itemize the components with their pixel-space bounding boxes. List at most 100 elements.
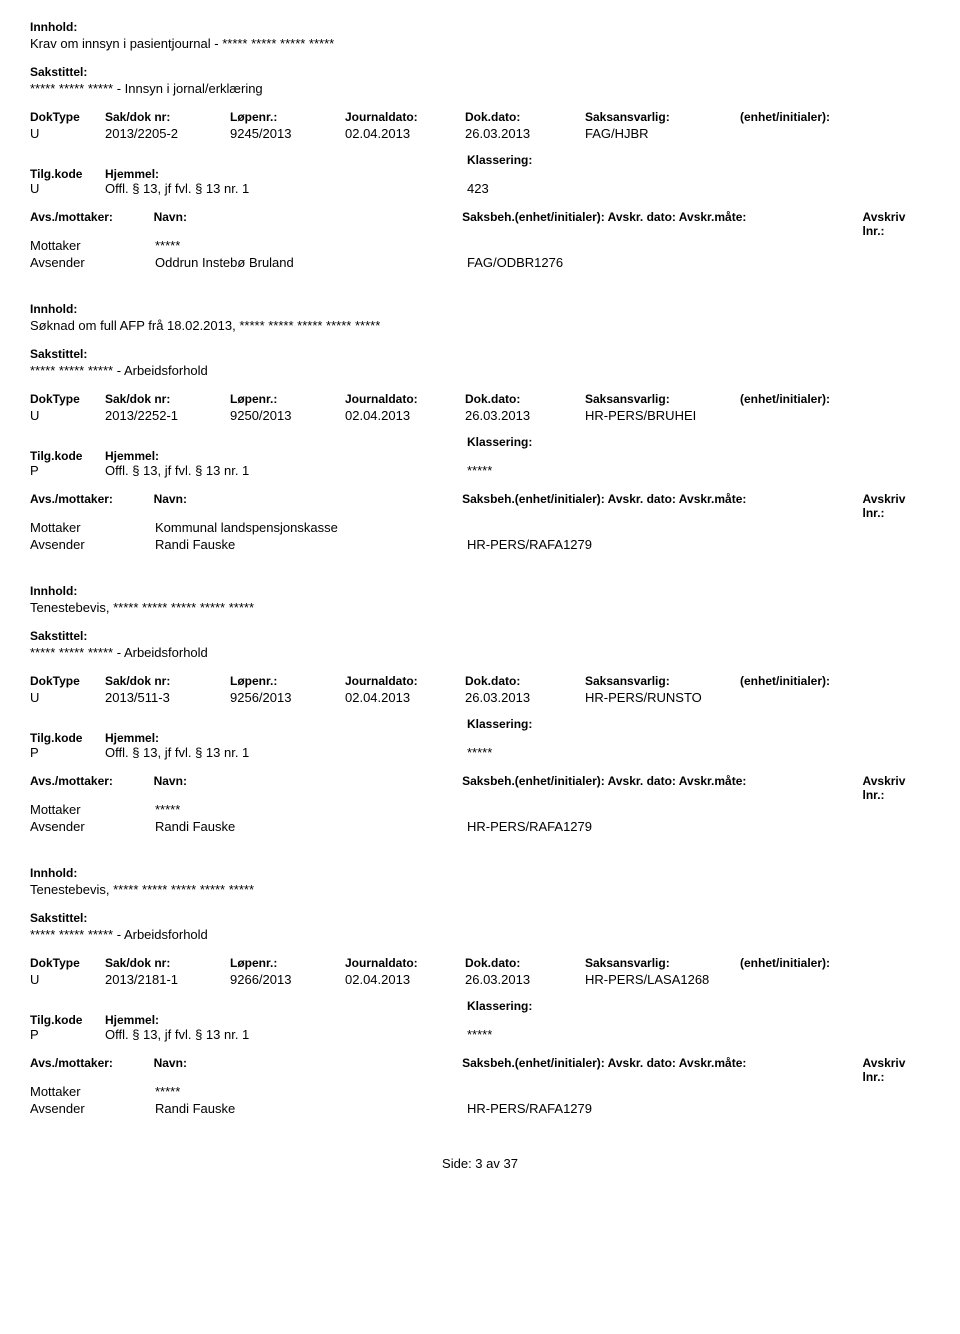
party-row: Mottaker ***** [30,238,930,253]
enhet-header: (enhet/initialer): [740,392,880,406]
sakstittel-label: Sakstittel: [30,347,930,361]
sakdok-value: 2013/2181-1 [105,972,230,987]
doktype-header: DokType [30,674,105,688]
tilgkode-value: P [30,745,105,760]
saksansvarlig-header: Saksansvarlig: [585,110,740,124]
tilg-data-row: U Offl. § 13, jf fvl. § 13 nr. 1 423 [30,181,930,196]
meta-data-row: U 2013/511-3 9256/2013 02.04.2013 26.03.… [30,690,930,705]
klassering-label: Klassering: [467,153,930,167]
doktype-header: DokType [30,392,105,406]
klassering-label: Klassering: [467,999,930,1013]
navn-label: Navn: [154,492,462,520]
hjemmel-value: Offl. § 13, jf fvl. § 13 nr. 1 [105,463,467,478]
saksansvarlig-header: Saksansvarlig: [585,392,740,406]
party-name: Randi Fauske [155,1101,467,1116]
meta-header-row: DokType Sak/dok nr: Løpenr.: Journaldato… [30,674,930,688]
saksbeh-label: Saksbeh.(enhet/initialer): Avskr. dato: … [462,774,862,802]
saksansvarlig-header: Saksansvarlig: [585,674,740,688]
tilgkode-label: Tilg.kode [30,449,105,463]
tilgkode-label: Tilg.kode [30,731,105,745]
sakdok-header: Sak/dok nr: [105,110,230,124]
party-ref: HR-PERS/RAFA1279 [467,819,592,834]
innhold-label: Innhold: [30,866,930,880]
klassering-value: 423 [467,181,489,196]
dokdato-value: 26.03.2013 [465,972,585,987]
hjemmel-label: Hjemmel: [105,167,467,181]
party-role: Avsender [30,1101,155,1116]
party-role: Avsender [30,255,155,270]
dokdato-header: Dok.dato: [465,110,585,124]
sakstittel-label: Sakstittel: [30,911,930,925]
party-row: Avsender Randi Fauske HR-PERS/RAFA1279 [30,1101,930,1116]
sakstittel-label: Sakstittel: [30,629,930,643]
party-ref: FAG/ODBR1276 [467,255,563,270]
party-role: Mottaker [30,520,155,535]
record: Innhold: Søknad om full AFP frå 18.02.20… [30,302,930,552]
tilg-header-row: Tilg.kode Hjemmel: [30,1013,930,1027]
saksbeh-label: Saksbeh.(enhet/initialer): Avskr. dato: … [462,1056,862,1084]
sakstittel-text: ***** ***** ***** - Arbeidsforhold [30,927,930,942]
tilg-data-row: P Offl. § 13, jf fvl. § 13 nr. 1 ***** [30,745,930,760]
sakstittel-text: ***** ***** ***** - Arbeidsforhold [30,363,930,378]
journaldato-value: 02.04.2013 [345,408,465,423]
party-ref: HR-PERS/RAFA1279 [467,1101,592,1116]
klassering-label: Klassering: [467,435,930,449]
sakdok-value: 2013/511-3 [105,690,230,705]
lopenr-header: Løpenr.: [230,956,345,970]
saksansvarlig-value: HR-PERS/LASA1268 [585,972,740,987]
dokdato-header: Dok.dato: [465,674,585,688]
sakdok-value: 2013/2252-1 [105,408,230,423]
hjemmel-label: Hjemmel: [105,731,467,745]
tilg-header-row: Tilg.kode Hjemmel: [30,731,930,745]
avskr-lnr-label: Avskriv lnr.: [863,774,931,802]
tilgkode-value: U [30,181,105,196]
party-name: Oddrun Instebø Bruland [155,255,467,270]
record: Innhold: Tenestebevis, ***** ***** *****… [30,584,930,834]
klassering-value: ***** [467,463,492,478]
journaldato-header: Journaldato: [345,110,465,124]
hjemmel-label: Hjemmel: [105,1013,467,1027]
sakstittel-text: ***** ***** ***** - Innsyn i jornal/erkl… [30,81,930,96]
innhold-text: Krav om innsyn i pasientjournal - ***** … [30,36,930,51]
avs-header-row: Avs./mottaker: Navn: Saksbeh.(enhet/init… [30,492,930,520]
innhold-label: Innhold: [30,302,930,316]
journaldato-value: 02.04.2013 [345,690,465,705]
hjemmel-label: Hjemmel: [105,449,467,463]
party-name: Kommunal landspensjonskasse [155,520,467,535]
saksansvarlig-value: FAG/HJBR [585,126,740,141]
party-role: Avsender [30,819,155,834]
meta-data-row: U 2013/2181-1 9266/2013 02.04.2013 26.03… [30,972,930,987]
party-role: Mottaker [30,238,155,253]
avsmottaker-label: Avs./mottaker: [30,1056,154,1084]
enhet-header: (enhet/initialer): [740,674,880,688]
records-container: Innhold: Krav om innsyn i pasientjournal… [30,20,930,1116]
tilg-data-row: P Offl. § 13, jf fvl. § 13 nr. 1 ***** [30,1027,930,1042]
party-name: Randi Fauske [155,819,467,834]
hjemmel-value: Offl. § 13, jf fvl. § 13 nr. 1 [105,181,467,196]
tilgkode-value: P [30,1027,105,1042]
tilg-header-row: Tilg.kode Hjemmel: [30,449,930,463]
journaldato-value: 02.04.2013 [345,972,465,987]
hjemmel-value: Offl. § 13, jf fvl. § 13 nr. 1 [105,1027,467,1042]
doktype-value: U [30,972,105,987]
dokdato-header: Dok.dato: [465,956,585,970]
tilg-header-row: Tilg.kode Hjemmel: [30,167,930,181]
doktype-header: DokType [30,956,105,970]
sakdok-header: Sak/dok nr: [105,674,230,688]
doktype-value: U [30,408,105,423]
innhold-label: Innhold: [30,20,930,34]
sakdok-header: Sak/dok nr: [105,392,230,406]
party-row: Avsender Oddrun Instebø Bruland FAG/ODBR… [30,255,930,270]
sakstittel-label: Sakstittel: [30,65,930,79]
meta-data-row: U 2013/2252-1 9250/2013 02.04.2013 26.03… [30,408,930,423]
hjemmel-value: Offl. § 13, jf fvl. § 13 nr. 1 [105,745,467,760]
sakdok-header: Sak/dok nr: [105,956,230,970]
party-name: Randi Fauske [155,537,467,552]
enhet-value [740,972,880,987]
dokdato-header: Dok.dato: [465,392,585,406]
klassering-value: ***** [467,745,492,760]
saksansvarlig-value: HR-PERS/BRUHEI [585,408,740,423]
lopenr-header: Løpenr.: [230,392,345,406]
lopenr-value: 9245/2013 [230,126,345,141]
party-row: Mottaker ***** [30,802,930,817]
